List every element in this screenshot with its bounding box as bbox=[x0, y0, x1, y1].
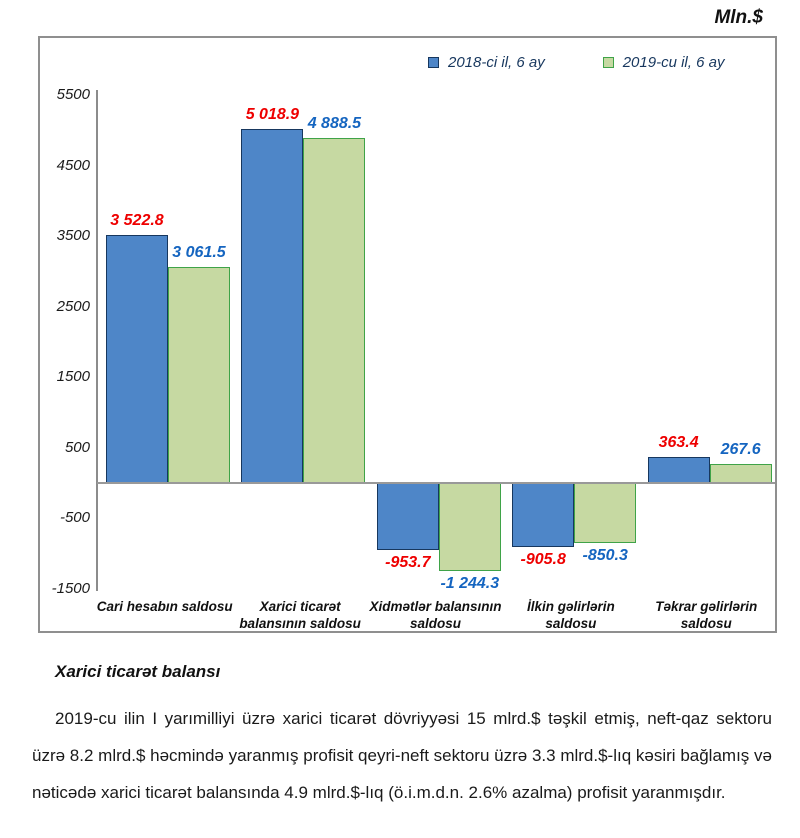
y-axis-line bbox=[96, 90, 98, 591]
legend-item-2019: 2019-cu il, 6 ay bbox=[602, 54, 725, 71]
legend-swatch-2019-icon bbox=[602, 57, 614, 68]
y-axis-tick-label: -500 bbox=[59, 509, 90, 527]
value-label-0-1: 5 018.9 bbox=[245, 106, 300, 124]
y-axis-tick-label: 4500 bbox=[56, 156, 90, 174]
y-axis-tick-label: 1500 bbox=[56, 368, 90, 386]
value-label-0-2: -953.7 bbox=[385, 554, 431, 572]
bar-20196-3 bbox=[574, 483, 637, 543]
chart-legend: 2018-ci il, 6 ay 2019-cu il, 6 ay bbox=[428, 54, 724, 71]
bar-20186-0 bbox=[106, 234, 168, 483]
bar-20186-1 bbox=[241, 129, 304, 483]
value-label-1-0: 3 061.5 bbox=[172, 244, 226, 262]
bar-20196-1 bbox=[303, 138, 366, 483]
category-label-1: Xarici ticarət balansının saldosu bbox=[239, 599, 361, 631]
category-label-3: İlkin gəlirlərin saldosu bbox=[526, 599, 615, 631]
value-label-1-1: 4 888.5 bbox=[307, 115, 362, 133]
y-axis-tick-label: 3500 bbox=[56, 227, 90, 245]
legend-label-2019: 2019-cu il, 6 ay bbox=[622, 54, 725, 71]
x-axis-zero-line bbox=[97, 482, 775, 484]
legend-label-2018: 2018-ci il, 6 ay bbox=[448, 54, 545, 71]
axis-unit-label: Mln.$ bbox=[714, 7, 763, 28]
plot-area: 5500 4500 3500 2500 1500 500 -500 -1500 3 522.8 5… bbox=[40, 38, 775, 631]
bar-20186-3 bbox=[512, 483, 575, 547]
legend-swatch-2018-icon bbox=[428, 57, 439, 68]
value-label-0-4: 363.4 bbox=[658, 434, 699, 452]
category-label-0: Cari hesabın saldosu bbox=[96, 599, 233, 614]
bar-20196-4 bbox=[709, 464, 772, 483]
value-label-0-3: -905.8 bbox=[520, 550, 566, 568]
value-label-1-3: -850.3 bbox=[582, 546, 628, 564]
value-label-1-4: 267.6 bbox=[720, 441, 761, 459]
value-label-0-0: 3 522.8 bbox=[110, 211, 164, 229]
legend-item-2018: 2018-ci il, 6 ay bbox=[428, 54, 545, 71]
bar-20186-2 bbox=[376, 483, 439, 551]
bar-20186-4 bbox=[647, 457, 710, 483]
y-axis-tick-label: -1500 bbox=[51, 579, 90, 597]
bar-20196-2 bbox=[438, 483, 501, 571]
bar-chart: 2018-ci il, 6 ay 2019-cu il, 6 ay 5500 45… bbox=[38, 36, 777, 633]
category-label-2: Xidmətlər balansının saldosu bbox=[369, 599, 502, 631]
section-heading: Xarici ticarət balansı bbox=[55, 662, 221, 681]
y-axis-tick-label: 5500 bbox=[56, 86, 90, 104]
y-axis-tick-label: 500 bbox=[64, 438, 90, 456]
bar-20196-0 bbox=[168, 267, 230, 483]
category-label-4: Təkrar gəlirlərin saldosu bbox=[655, 599, 758, 631]
body-paragraph: 2019-cu ilin I yarımilliyi üzrə xarici t… bbox=[32, 709, 772, 802]
value-label-1-2: -1 244.3 bbox=[440, 574, 500, 592]
y-axis-tick-label: 2500 bbox=[56, 297, 90, 315]
